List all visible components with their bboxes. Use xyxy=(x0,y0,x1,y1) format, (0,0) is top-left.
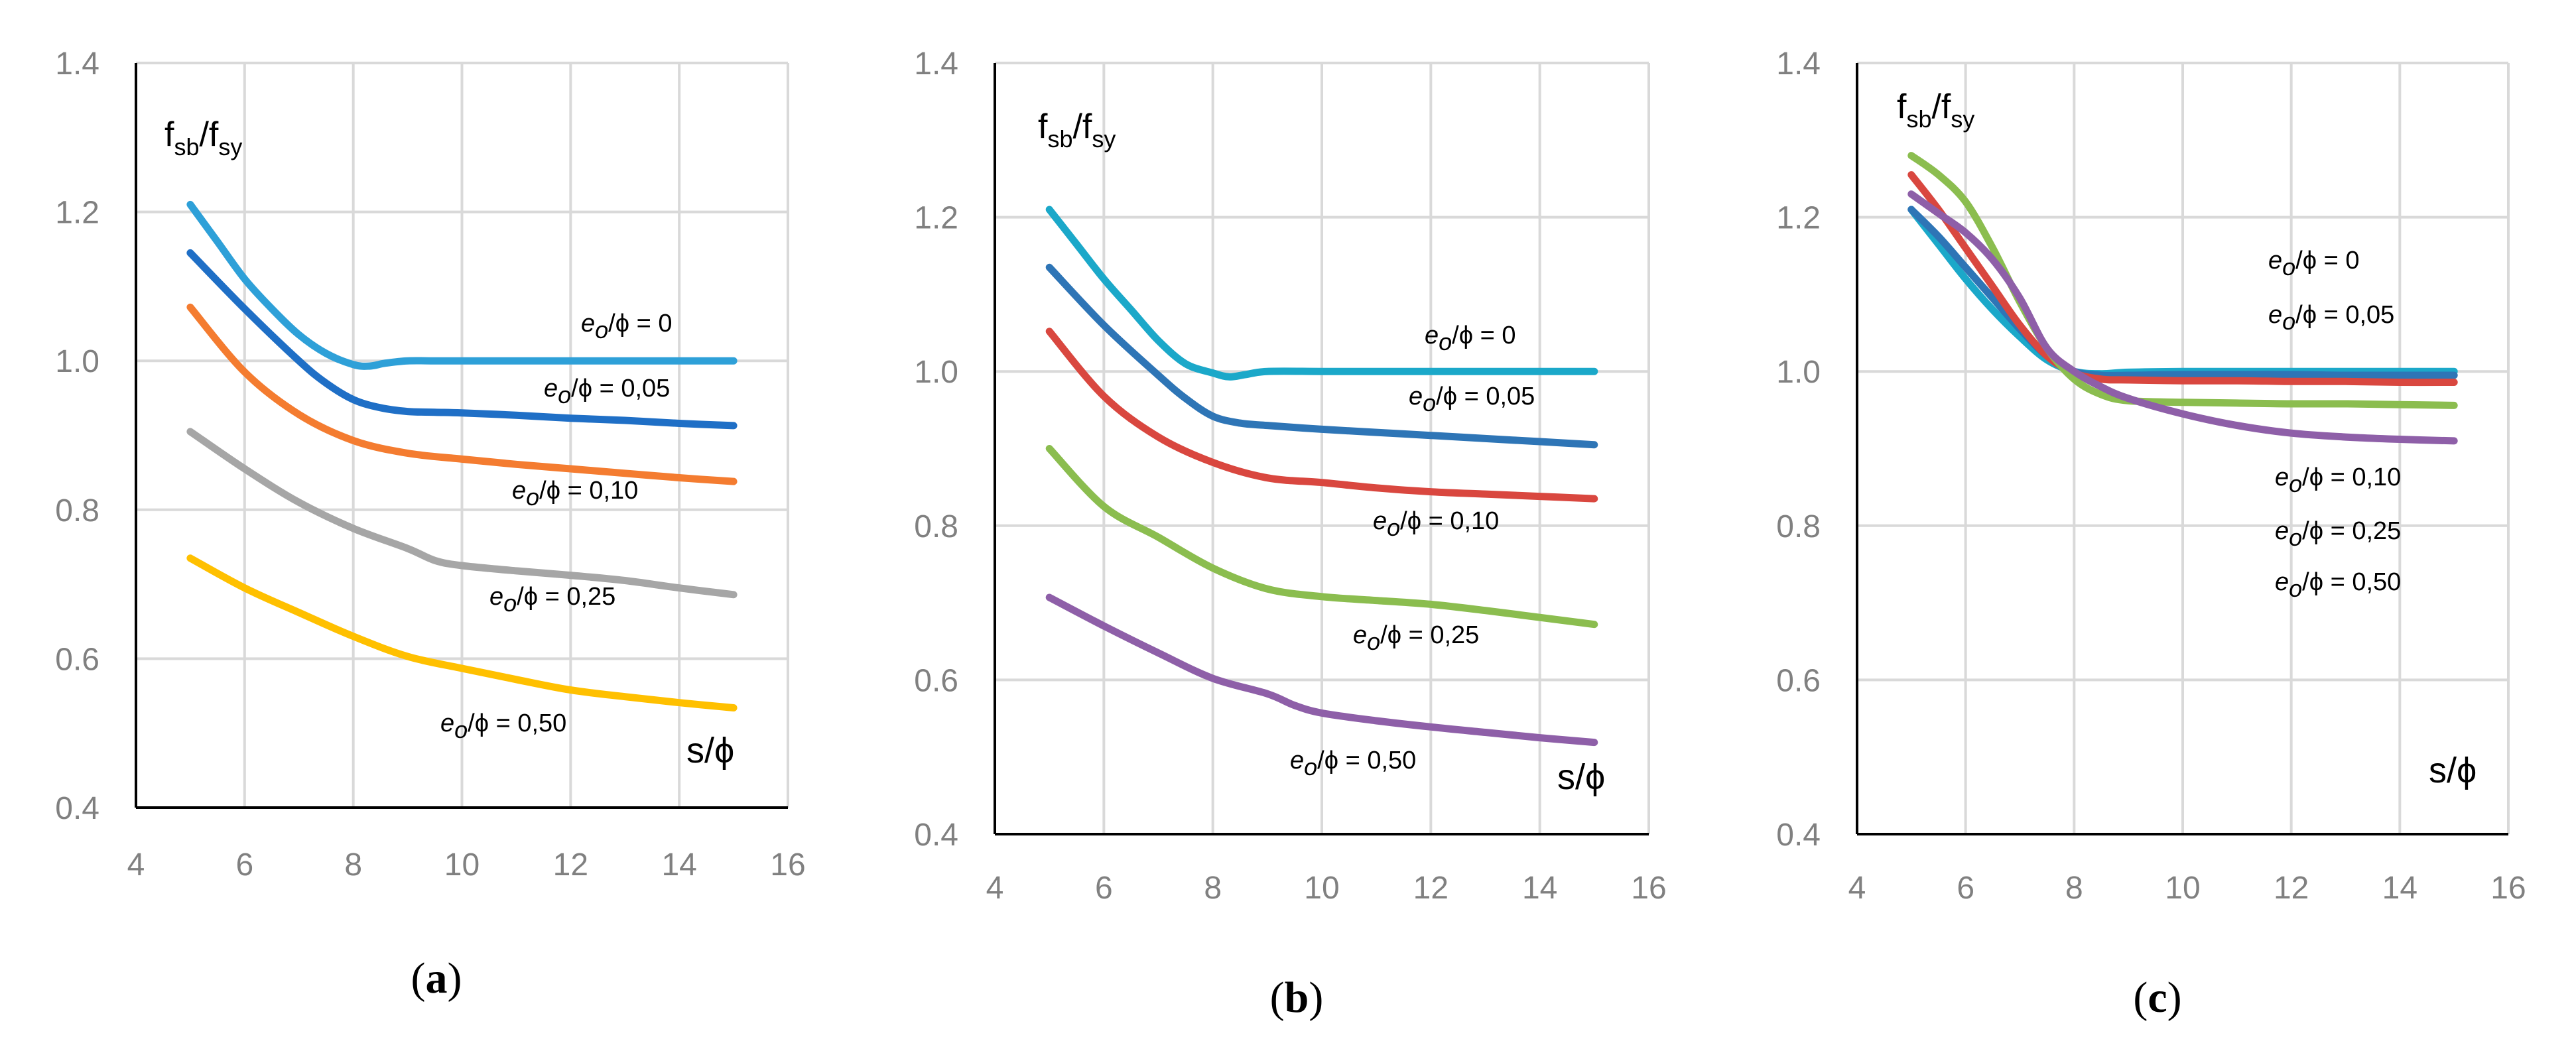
x-tick-label: 8 xyxy=(2065,871,2083,906)
x-tick-label: 8 xyxy=(344,847,362,883)
y-axis-label: fsb/fsy xyxy=(1897,88,1974,133)
x-tick-label: 4 xyxy=(1848,871,1866,906)
x-tick-label: 4 xyxy=(986,871,1004,906)
x-axis-label: s/ϕ xyxy=(686,731,734,770)
series-line xyxy=(1907,190,2458,445)
series-line xyxy=(186,303,738,485)
x-tick-label: 6 xyxy=(1957,871,1974,906)
series-label: eo/ϕ = 0,05 xyxy=(544,375,670,408)
y-tick-label: 1.0 xyxy=(914,355,958,390)
x-tick-label: 14 xyxy=(2382,871,2417,906)
y-axis-label-sub1: sb xyxy=(174,133,199,160)
x-tick-label: 12 xyxy=(553,847,588,883)
series-label: eo/ϕ = 0 xyxy=(581,310,672,343)
series-line xyxy=(186,200,738,370)
y-axis-label: fsb/fsy xyxy=(164,115,242,160)
y-axis-label-main: f xyxy=(164,115,174,154)
series-label: eo/ϕ = 0,10 xyxy=(2275,463,2401,497)
panel-c: 4 6 8 10 12 14 16 0.4 0.6 0.8 1.0 1.2 1.4 fsb/fsy s/… xyxy=(1776,46,2526,1022)
x-tick-label: 10 xyxy=(1304,871,1339,906)
y-tick-label: 1.2 xyxy=(1776,201,1821,236)
series-label: eo/ϕ = 0,50 xyxy=(440,709,566,743)
y-tick-label: 1.4 xyxy=(1776,46,1821,82)
x-tick-label: 8 xyxy=(1204,871,1222,906)
x-tick-label: 12 xyxy=(1413,871,1449,906)
series-line xyxy=(1045,263,1598,449)
y-tick-label: 0.8 xyxy=(1776,509,1821,544)
panel-b: 4 6 8 10 12 14 16 0.4 0.6 0.8 1.0 1.2 1.4 fsb/fsy s/… xyxy=(914,46,1666,1022)
panel-label: (b) xyxy=(1270,973,1324,1022)
series-label: eo/ϕ = 0,25 xyxy=(489,583,615,617)
panel-label: (c) xyxy=(2133,973,2181,1022)
series-label: eo/ϕ = 0,50 xyxy=(1290,747,1416,780)
series-line xyxy=(186,249,738,430)
x-tick-label: 16 xyxy=(1631,871,1666,906)
x-axis-label: s/ϕ xyxy=(1557,757,1605,797)
series-label: eo/ϕ = 0,25 xyxy=(1353,621,1479,655)
series-label: eo/ϕ = 0,50 xyxy=(2275,568,2401,602)
series-label: eo/ϕ = 0 xyxy=(2268,247,2359,280)
series-line xyxy=(186,428,738,599)
series-label: eo/ϕ = 0,25 xyxy=(2275,517,2401,551)
y-tick-label: 1.2 xyxy=(914,201,958,236)
series-line xyxy=(1045,445,1598,629)
y-tick-label: 0.6 xyxy=(1776,663,1821,698)
series-line xyxy=(1045,593,1598,747)
y-tick-label: 0.8 xyxy=(914,509,958,544)
x-tick-label: 12 xyxy=(2274,871,2309,906)
x-tick-label: 10 xyxy=(444,847,480,883)
y-tick-label: 1.4 xyxy=(55,46,99,82)
y-tick-label: 1.0 xyxy=(1776,355,1821,390)
x-tick-label: 6 xyxy=(1095,871,1113,906)
y-axis-label-sub2: sy xyxy=(218,133,242,160)
y-axis-label-slash: /f xyxy=(199,115,218,154)
series-label: eo/ϕ = 0 xyxy=(1425,322,1515,355)
y-tick-label: 0.4 xyxy=(914,818,958,853)
y-axis-label: fsb/fsy xyxy=(1038,107,1116,153)
series-line xyxy=(1045,206,1598,381)
y-tick-label: 0.4 xyxy=(1776,818,1821,853)
y-tick-label: 1.4 xyxy=(914,46,958,82)
x-tick-label: 6 xyxy=(235,847,253,883)
x-tick-label: 14 xyxy=(661,847,696,883)
x-tick-label: 10 xyxy=(2165,871,2200,906)
x-axis-label: s/ϕ xyxy=(2429,751,2477,790)
series-line xyxy=(1907,152,2458,409)
x-tick-label: 14 xyxy=(1522,871,1557,906)
x-tick-label: 16 xyxy=(2490,871,2526,906)
series-line xyxy=(1907,206,2458,379)
series-line xyxy=(186,554,738,711)
series-line xyxy=(1907,171,2458,387)
series-label: eo/ϕ = 0,10 xyxy=(1373,507,1499,541)
y-tick-label: 0.4 xyxy=(55,791,99,826)
series-line xyxy=(1045,328,1598,503)
series-label: eo/ϕ = 0,05 xyxy=(1409,383,1535,416)
panel-a: 4 6 8 10 12 14 16 0.4 0.6 0.8 1.0 1.2 1.4 fsb/fsy s/… xyxy=(55,46,805,1003)
series-label: eo/ϕ = 0,10 xyxy=(512,477,638,511)
y-tick-label: 0.6 xyxy=(914,663,958,698)
y-tick-label: 0.8 xyxy=(55,493,99,528)
y-tick-label: 0.6 xyxy=(55,642,99,677)
x-tick-label: 16 xyxy=(770,847,805,883)
panel-label: (a) xyxy=(411,954,462,1003)
x-tick-label: 4 xyxy=(127,847,145,883)
y-tick-label: 1.2 xyxy=(55,196,99,231)
series-label: eo/ϕ = 0,05 xyxy=(2268,301,2394,335)
y-tick-label: 1.0 xyxy=(55,344,99,379)
